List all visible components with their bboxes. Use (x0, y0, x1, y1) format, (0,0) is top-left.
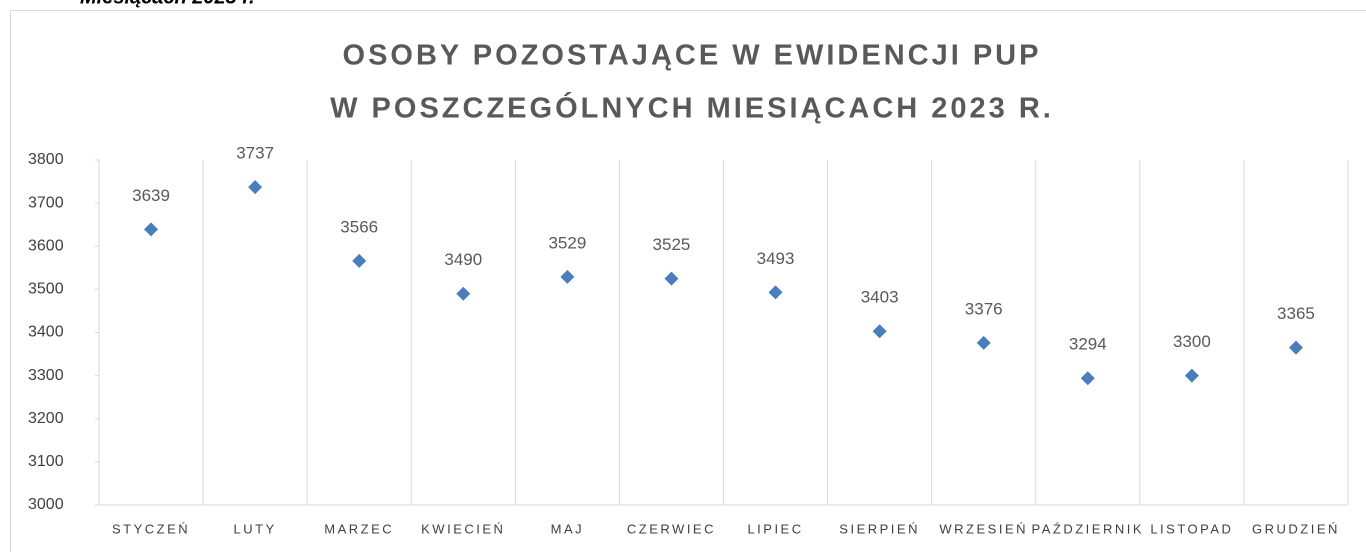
data-label: 3566 (340, 217, 378, 236)
marker (976, 335, 991, 350)
data-label: 3403 (861, 288, 899, 307)
y-tick-label: 3800 (28, 151, 64, 168)
chart-border (10, 10, 1366, 552)
x-tick-label: LUTY (234, 521, 277, 536)
y-tick-label: 3000 (28, 496, 64, 513)
x-tick-label: MARZEC (324, 521, 394, 536)
data-label: 3376 (965, 299, 1003, 318)
y-tick-label: 3600 (28, 237, 64, 254)
data-label: 3529 (548, 233, 586, 252)
x-tick-label: SIERPIEŃ (839, 521, 920, 536)
marker (456, 286, 471, 301)
marker (352, 253, 367, 268)
data-label: 3294 (1069, 335, 1107, 354)
y-tick-label: 3400 (28, 324, 64, 341)
y-tick-label: 3300 (28, 367, 64, 384)
data-label: 3365 (1277, 304, 1315, 323)
x-tick-label: PAŹDZIERNIK (1032, 521, 1145, 536)
x-tick-label: STYCZEŃ (112, 521, 190, 536)
data-label: 3525 (653, 235, 691, 254)
chart-title: OSOBY POZOSTAJĄCE W EWIDENCJI PUP (343, 40, 1042, 72)
x-tick-label: LIPIEC (747, 521, 803, 536)
y-tick-label: 3200 (28, 410, 64, 427)
data-label: 3639 (132, 186, 170, 205)
data-label: 3493 (757, 249, 795, 268)
y-tick-label: 3500 (28, 281, 64, 298)
data-label: 3490 (444, 250, 482, 269)
chart-title: W POSZCZEGÓLNYCH MIESIĄCACH 2023 R. (330, 91, 1054, 125)
x-tick-label: WRZESIEŃ (939, 521, 1028, 536)
x-tick-label: LISTOPAD (1150, 521, 1233, 536)
data-label: 3300 (1173, 332, 1211, 351)
x-tick-label: GRUDZIEŃ (1252, 521, 1340, 536)
x-tick-label: MAJ (551, 521, 585, 536)
y-tick-label: 3700 (28, 194, 64, 211)
data-label: 3737 (236, 144, 274, 163)
marker (1080, 371, 1095, 386)
marker (248, 180, 263, 195)
marker (144, 222, 159, 237)
x-tick-label: CZERWIEC (627, 521, 716, 536)
header-fragment: Miesiącach 2023 r. (80, 0, 255, 8)
marker (768, 285, 783, 300)
marker (1184, 368, 1199, 383)
x-tick-label: KWIECIEŃ (421, 521, 505, 536)
marker (560, 269, 575, 284)
y-tick-label: 3100 (28, 453, 64, 470)
marker (664, 271, 679, 286)
marker (872, 324, 887, 339)
marker (1288, 340, 1303, 355)
